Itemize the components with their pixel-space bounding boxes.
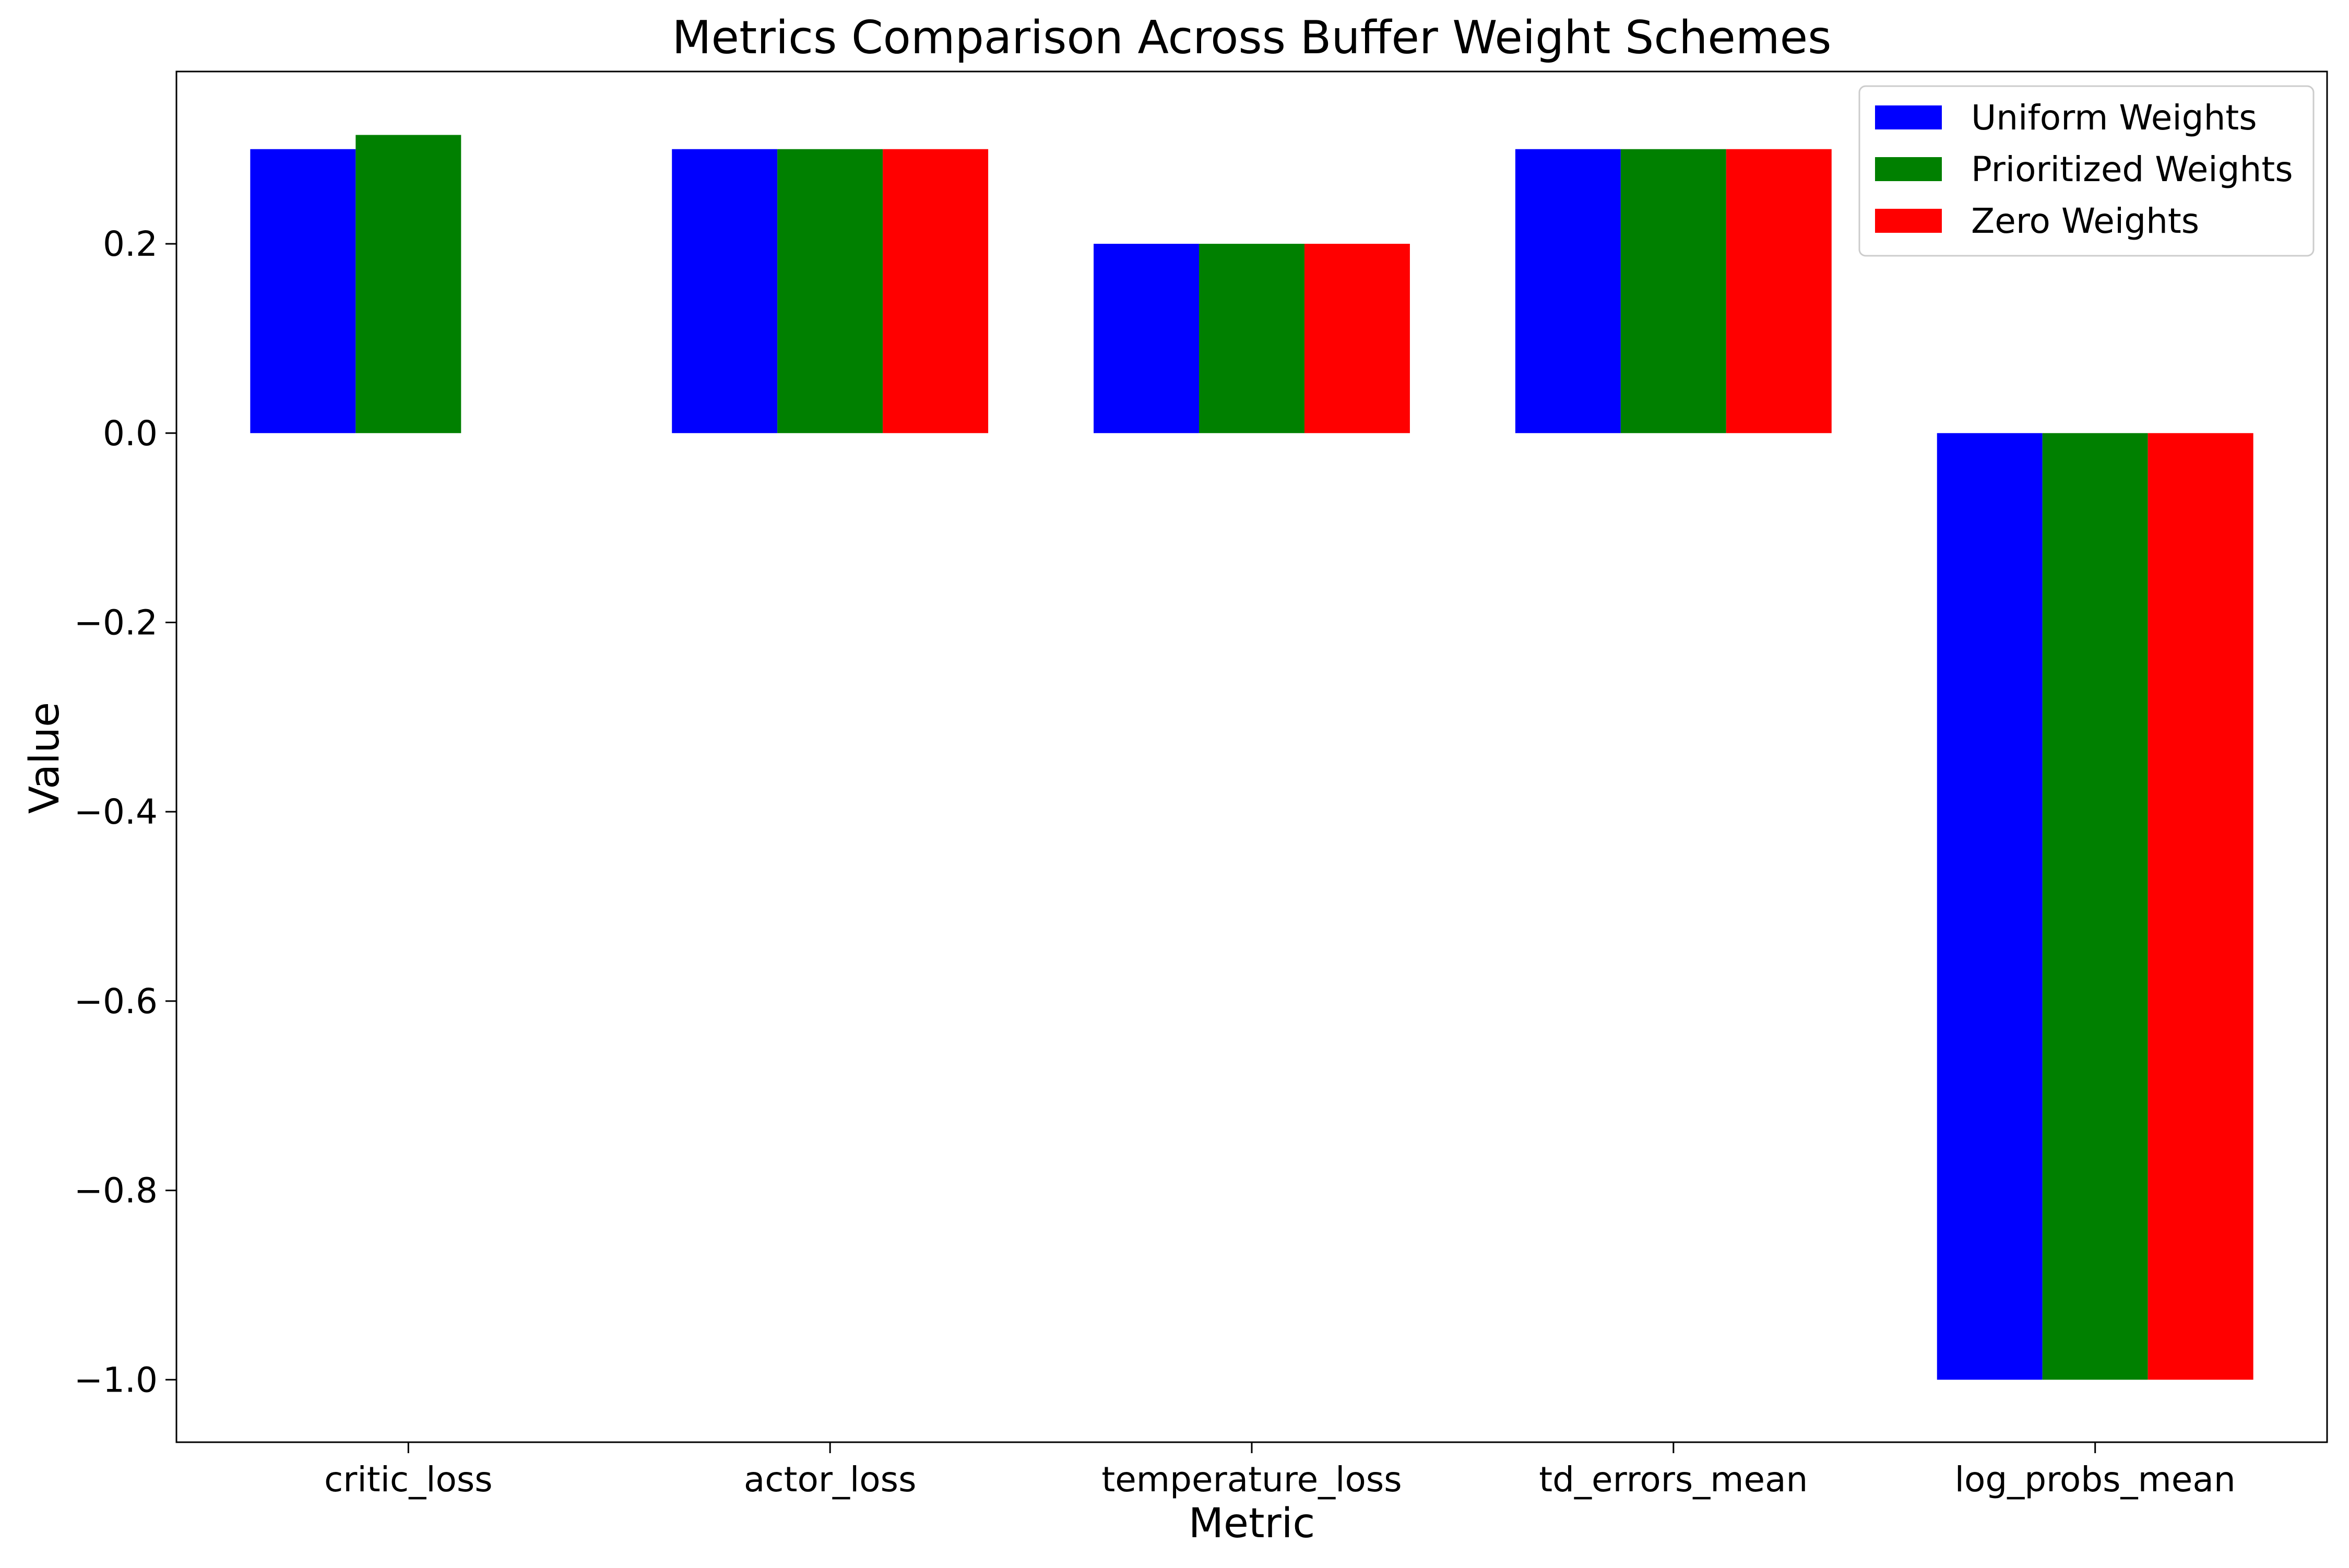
y-axis: −1.0 −0.8 −0.6 −0.4 −0.2 0.0 0.2 — [74, 224, 176, 1400]
bar-td_errors_mean-series-3 — [1726, 149, 1832, 433]
x-axis-label: Metric — [1189, 1500, 1315, 1547]
bar-temperature_loss-series-1 — [1094, 244, 1200, 433]
bar-actor_loss-series-3 — [883, 149, 989, 433]
legend-label: Zero Weights — [1971, 201, 2199, 241]
bar-log_probs_mean-series-1 — [1937, 433, 2043, 1380]
y-tick-label: 0.2 — [103, 224, 158, 264]
bars-layer — [250, 135, 2253, 1380]
x-tick-label: critic_loss — [324, 1459, 493, 1500]
chart-title: Metrics Comparison Across Buffer Weight … — [672, 11, 1831, 64]
bar-td_errors_mean-series-2 — [1620, 149, 1726, 433]
legend-frame — [1858, 85, 2315, 257]
x-tick-label: temperature_loss — [1101, 1459, 1402, 1500]
legend-swatch — [1875, 157, 1942, 181]
bar-temperature_loss-series-3 — [1304, 244, 1410, 433]
x-axis: critic_loss actor_loss temperature_loss td_… — [324, 1442, 2236, 1500]
y-tick-label: 0.0 — [103, 413, 158, 454]
legend-swatch — [1875, 105, 1942, 129]
bar-actor_loss-series-1 — [672, 149, 778, 433]
y-tick-label: −0.6 — [74, 981, 158, 1021]
legend: Uniform Weights Prioritized Weights Zero W… — [1858, 85, 2315, 257]
y-tick-label: −0.4 — [74, 792, 158, 832]
bar-critic_loss-series-2 — [355, 135, 461, 433]
bar-log_probs_mean-series-2 — [2042, 433, 2148, 1380]
y-axis-label: Value — [21, 702, 68, 814]
legend-swatch — [1875, 209, 1942, 233]
bar-actor_loss-series-2 — [777, 149, 883, 433]
x-tick-label: actor_loss — [744, 1459, 917, 1500]
y-tick-label: −1.0 — [74, 1360, 158, 1400]
legend-label: Prioritized Weights — [1971, 149, 2293, 189]
x-tick-label: td_errors_mean — [1539, 1459, 1808, 1500]
y-tick-label: −0.8 — [74, 1171, 158, 1211]
bar-critic_loss-series-1 — [250, 149, 356, 433]
legend-items: Uniform Weights Prioritized Weights Zero W… — [1875, 98, 2293, 241]
x-tick-label: log_probs_mean — [1955, 1459, 2236, 1500]
bar-td_errors_mean-series-1 — [1515, 149, 1621, 433]
bar-temperature_loss-series-2 — [1199, 244, 1304, 433]
bar-log_probs_mean-series-3 — [2148, 433, 2253, 1380]
y-tick-label: −0.2 — [74, 602, 158, 643]
legend-label: Uniform Weights — [1971, 98, 2257, 138]
